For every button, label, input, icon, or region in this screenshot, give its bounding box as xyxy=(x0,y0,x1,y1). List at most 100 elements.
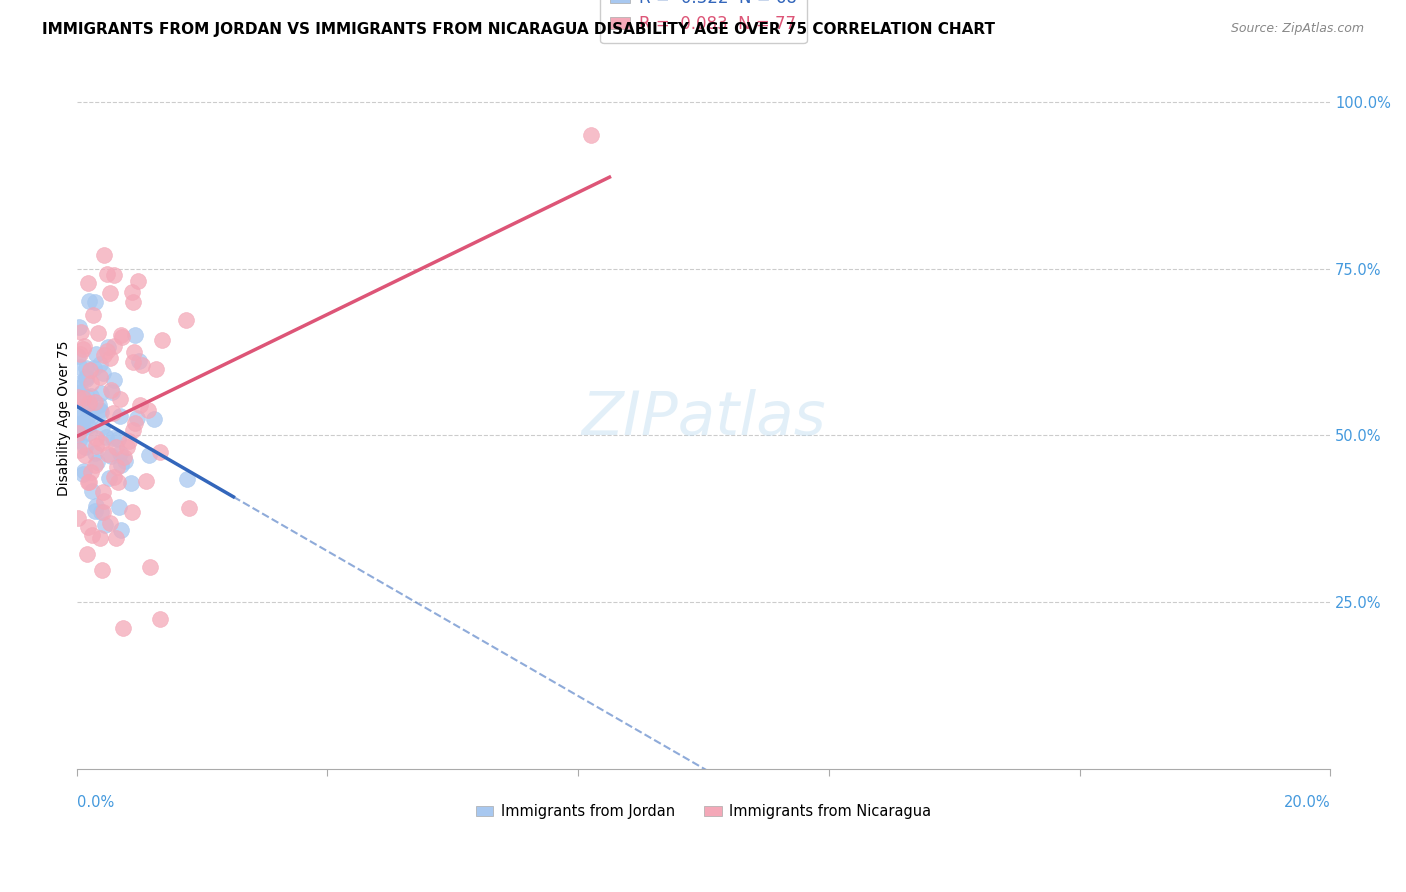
Point xyxy=(110,327,132,342)
Point xyxy=(83,295,105,310)
Point xyxy=(96,267,118,281)
Point xyxy=(138,448,160,462)
Point xyxy=(93,494,115,508)
Point xyxy=(86,326,108,340)
Point xyxy=(101,384,124,399)
Point xyxy=(108,392,131,406)
Point xyxy=(101,406,124,420)
Point xyxy=(115,440,138,454)
Point xyxy=(73,339,96,353)
Point xyxy=(70,384,93,399)
Point xyxy=(100,449,122,463)
Point xyxy=(122,423,145,437)
Point xyxy=(69,359,91,374)
Point xyxy=(124,328,146,343)
Point xyxy=(152,333,174,347)
Point xyxy=(149,444,172,458)
Point xyxy=(72,391,94,405)
Text: 20.0%: 20.0% xyxy=(1284,796,1330,811)
Point xyxy=(179,500,201,515)
Point xyxy=(107,475,129,490)
Point xyxy=(89,386,111,401)
Point xyxy=(80,410,103,425)
Point xyxy=(100,286,122,301)
Point xyxy=(149,612,172,626)
Point xyxy=(76,520,98,534)
Point xyxy=(66,381,89,395)
Point xyxy=(66,349,89,363)
Point xyxy=(67,511,90,525)
Point xyxy=(105,460,128,475)
Text: Source: ZipAtlas.com: Source: ZipAtlas.com xyxy=(1230,22,1364,36)
Point xyxy=(80,483,103,498)
Point xyxy=(97,447,120,461)
Point xyxy=(67,420,90,434)
Point xyxy=(110,458,132,473)
Point xyxy=(122,355,145,369)
Point xyxy=(98,351,121,366)
Point xyxy=(76,397,98,411)
Point xyxy=(83,504,105,518)
Point xyxy=(80,389,103,403)
Point xyxy=(105,440,128,454)
Point xyxy=(76,390,98,404)
Point xyxy=(127,273,149,287)
Point xyxy=(112,450,135,465)
Point xyxy=(86,439,108,453)
Point xyxy=(76,418,98,433)
Point xyxy=(80,465,103,479)
Point xyxy=(93,248,115,262)
Point xyxy=(67,320,90,334)
Point xyxy=(129,398,152,412)
Point xyxy=(174,313,197,327)
Point xyxy=(136,403,159,417)
Point xyxy=(67,426,90,441)
Y-axis label: Disability Age Over 75: Disability Age Over 75 xyxy=(58,341,72,497)
Point xyxy=(110,523,132,537)
Point xyxy=(83,395,105,409)
Point xyxy=(98,516,121,530)
Point xyxy=(77,396,100,410)
Point xyxy=(80,376,103,390)
Point xyxy=(90,420,112,434)
Point xyxy=(69,409,91,424)
Point xyxy=(70,325,93,339)
Point xyxy=(111,330,134,344)
Point xyxy=(79,363,101,377)
Point xyxy=(77,293,100,308)
Point xyxy=(579,128,602,143)
Legend: Immigrants from Jordan, Immigrants from Nicaragua: Immigrants from Jordan, Immigrants from … xyxy=(470,798,936,825)
Point xyxy=(67,390,90,404)
Point xyxy=(121,505,143,519)
Point xyxy=(91,563,114,577)
Point xyxy=(89,531,111,545)
Point xyxy=(77,276,100,290)
Point xyxy=(121,285,143,299)
Point xyxy=(84,446,107,460)
Point xyxy=(72,467,94,482)
Point xyxy=(84,347,107,361)
Point xyxy=(108,445,131,459)
Point xyxy=(107,500,129,515)
Point xyxy=(89,370,111,384)
Point xyxy=(67,442,90,457)
Point xyxy=(100,384,122,398)
Point xyxy=(107,432,129,446)
Text: 0.0%: 0.0% xyxy=(77,796,114,811)
Point xyxy=(73,464,96,478)
Point xyxy=(125,411,148,425)
Point xyxy=(69,416,91,430)
Point xyxy=(67,376,90,391)
Point xyxy=(97,471,120,485)
Point xyxy=(128,354,150,368)
Point xyxy=(86,499,108,513)
Point xyxy=(145,361,167,376)
Point xyxy=(83,361,105,376)
Point xyxy=(94,429,117,443)
Point xyxy=(96,343,118,358)
Point xyxy=(91,505,114,519)
Point xyxy=(83,458,105,473)
Point xyxy=(70,422,93,436)
Point xyxy=(75,361,97,376)
Point xyxy=(72,417,94,432)
